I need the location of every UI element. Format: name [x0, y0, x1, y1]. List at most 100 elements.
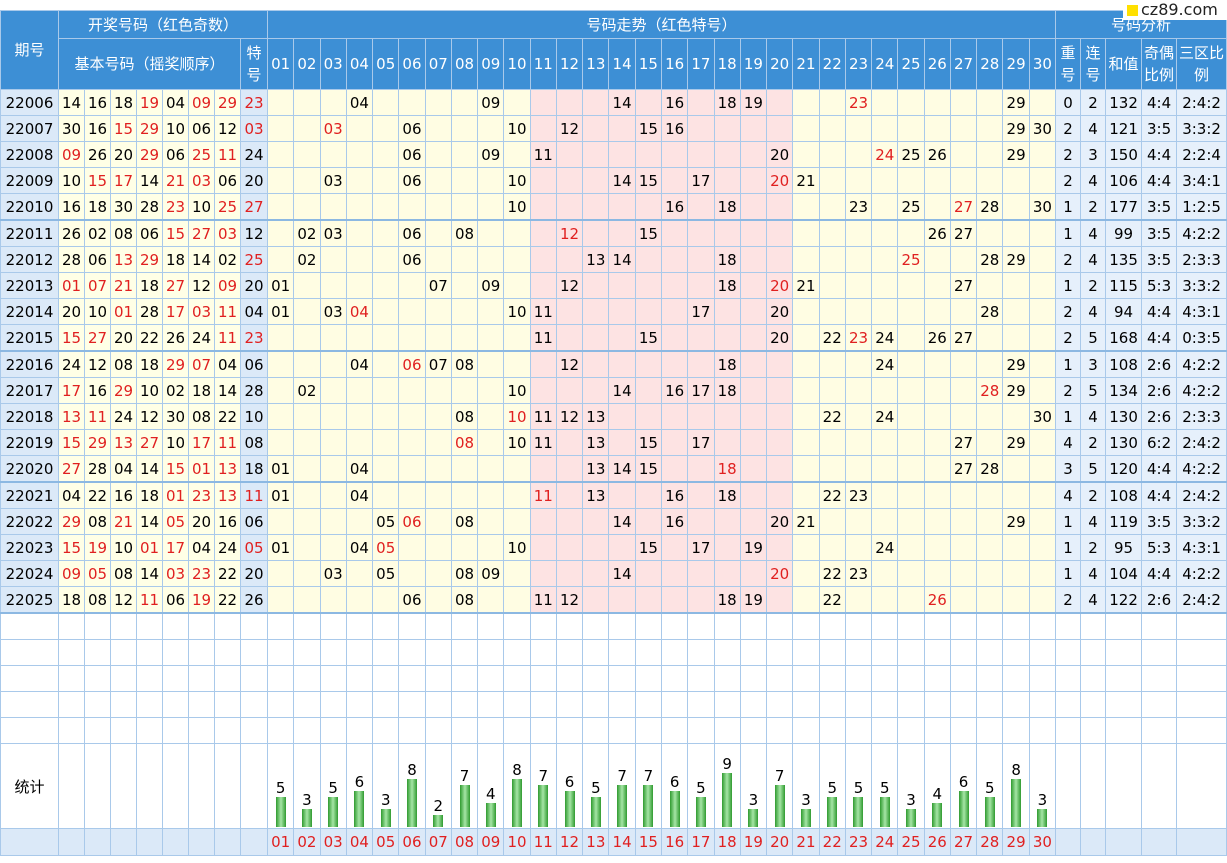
trend-cell — [1002, 403, 1030, 430]
trend-cell — [424, 324, 452, 352]
trend-cell: 13 — [582, 429, 610, 456]
trend-cell — [871, 560, 899, 587]
trend-cell — [766, 350, 794, 378]
trend-cell — [450, 115, 479, 142]
trend-cell: 25 — [897, 141, 925, 168]
basic-number: 08 — [110, 350, 137, 378]
trend-cell — [424, 193, 452, 221]
trend-cell — [529, 455, 557, 483]
empty-cell — [136, 639, 163, 666]
trend-cell — [1002, 481, 1030, 509]
trend-cell: 17 — [687, 377, 715, 404]
header-number: 26 — [923, 38, 951, 90]
trend-cell — [949, 298, 978, 325]
empty-cell — [555, 612, 584, 640]
empty-cell — [477, 717, 505, 744]
trend-cell — [293, 193, 321, 221]
trend-cell — [450, 377, 479, 404]
analysis-sum: 115 — [1105, 272, 1143, 299]
trend-cell — [555, 324, 584, 352]
trend-cell — [477, 115, 505, 142]
number-label: 25 — [897, 828, 925, 856]
trend-cell — [1028, 246, 1057, 273]
trend-cell: 09 — [477, 89, 505, 116]
trend-cell — [1028, 586, 1057, 614]
draw-row: 22022 29 08 21 14 05 20 16 06 05 06 08 14 16 20 21 29 1 4 1… — [0, 508, 1227, 535]
number-label: 18 — [713, 828, 741, 856]
empty-cell — [84, 665, 111, 692]
header-number: 01 — [267, 38, 295, 90]
number-label: 03 — [319, 828, 347, 856]
empty-cell — [450, 717, 479, 744]
header-number: 09 — [477, 38, 505, 90]
empty-cell — [923, 665, 951, 692]
trend-cell — [1002, 298, 1030, 325]
trend-cell — [477, 298, 505, 325]
stats-cell: 3 — [1028, 743, 1057, 829]
empty-cell — [949, 639, 978, 666]
basic-number: 18 — [188, 377, 215, 404]
trend-cell — [687, 481, 715, 509]
basic-number: 04 — [110, 455, 137, 483]
analysis-consecutive: 3 — [1080, 350, 1107, 378]
analysis-odd-even: 2:6 — [1141, 377, 1178, 404]
trend-cell: 11 — [529, 298, 557, 325]
empty-cell — [293, 665, 321, 692]
header-analysis-col: 重号 — [1055, 38, 1082, 90]
basic-number: 11 — [214, 324, 241, 352]
count-label: 5 — [591, 779, 601, 797]
stats-cell: 4 — [923, 743, 951, 829]
trend-cell — [976, 350, 1004, 378]
special-number: 25 — [239, 246, 269, 273]
analysis-repeat: 1 — [1055, 219, 1082, 247]
trend-cell: 13 — [582, 481, 610, 509]
analysis-sum: 132 — [1105, 89, 1143, 116]
empty-cell — [660, 691, 689, 718]
draw-row: 22023 15 19 10 01 17 04 24 05 01 04 05 10 15 17 19 24 1 2 9… — [0, 534, 1227, 561]
trend-cell — [713, 560, 741, 587]
empty-cell — [424, 717, 452, 744]
trend-cell — [660, 298, 689, 325]
trend-cell — [687, 508, 715, 535]
empty-cell — [1028, 717, 1057, 744]
stats-label: 统计 — [0, 743, 59, 829]
basic-number: 24 — [214, 534, 241, 561]
count-bar — [433, 815, 444, 827]
number-label: 11 — [529, 828, 557, 856]
empty-cell — [450, 665, 479, 692]
trend-cell — [634, 89, 663, 116]
trend-cell: 15 — [634, 115, 663, 142]
trend-cell — [582, 272, 610, 299]
trend-cell — [949, 167, 978, 194]
trend-cell: 14 — [608, 455, 636, 483]
trend-cell — [923, 167, 951, 194]
issue: 22008 — [0, 141, 59, 168]
header-number: 20 — [766, 38, 794, 90]
analysis-consecutive: 3 — [1080, 141, 1107, 168]
trend-cell: 10 — [503, 534, 531, 561]
trend-cell — [766, 586, 794, 614]
basic-number: 24 — [58, 350, 85, 378]
empty-cell — [529, 639, 557, 666]
empty-cell — [58, 639, 85, 666]
analysis-sum: 106 — [1105, 167, 1143, 194]
basic-number: 18 — [162, 246, 189, 273]
trend-cell — [634, 193, 663, 221]
trend-cell: 29 — [1002, 115, 1030, 142]
trend-cell — [345, 377, 374, 404]
trend-cell — [608, 429, 636, 456]
empty-cell — [477, 639, 505, 666]
basic-number: 23 — [188, 560, 215, 587]
count-label: 8 — [512, 761, 522, 779]
trend-cell: 27 — [949, 193, 978, 221]
trend-cell — [923, 246, 951, 273]
analysis-consecutive: 4 — [1080, 508, 1107, 535]
empty-cell — [110, 717, 137, 744]
stats-cell: 6 — [345, 743, 374, 829]
analysis-repeat: 1 — [1055, 534, 1082, 561]
trend-cell — [713, 298, 741, 325]
trend-cell — [293, 586, 321, 614]
trend-cell — [792, 481, 820, 509]
basic-number: 14 — [214, 377, 241, 404]
analysis-zones: 2:4:2 — [1176, 89, 1227, 116]
